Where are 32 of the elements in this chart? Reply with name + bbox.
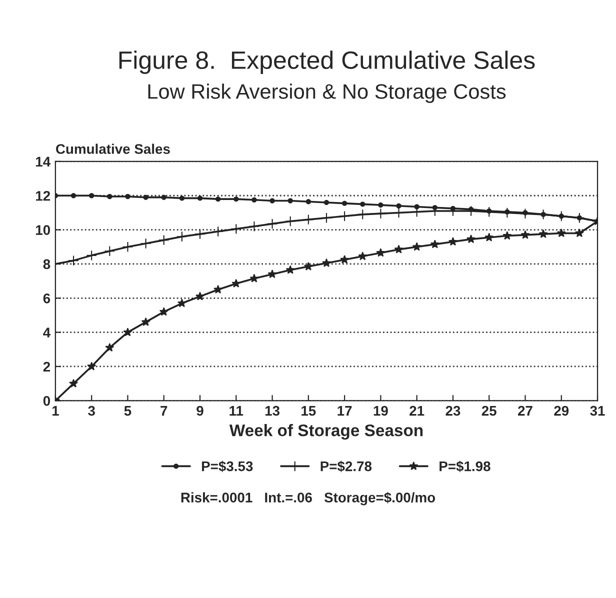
x-tick-label: 5 (124, 406, 132, 416)
x-tick-label: 13 (265, 406, 280, 416)
x-tick-label: 11 (230, 406, 244, 416)
legend-label: P=$3.53 (202, 460, 253, 472)
x-tick-label: 27 (518, 406, 532, 416)
x-tick-label: 7 (160, 406, 168, 416)
y-tick-label: 14 (36, 156, 51, 166)
x-tick-label: 29 (554, 406, 569, 416)
x-tick-label: 15 (302, 406, 316, 416)
x-tick-label: 21 (410, 406, 424, 416)
y-tick-label: 2 (43, 362, 50, 372)
text: Risk=.0001 Int.=.06 Storage=$.00/mo (181, 492, 436, 506)
y-tick-label: 6 (43, 293, 50, 304)
y-axis-title: Cumulative Sales (56, 144, 170, 154)
x-tick-label: 19 (374, 406, 388, 416)
x-tick-label: 3 (88, 406, 95, 416)
x-tick-label: 1 (52, 406, 59, 416)
y-tick-label: 8 (43, 259, 50, 270)
x-axis-title: Week of Storage Season (229, 424, 423, 440)
y-tick-label: 10 (36, 225, 50, 235)
x-tick-label: 31 (590, 406, 605, 416)
y-tick-label: 0 (43, 396, 50, 406)
chart-subtitle: Low Risk Aversion & No Storage Costs (148, 84, 506, 103)
legend-label: P=$1.98 (440, 460, 490, 472)
x-tick-label: 23 (446, 406, 460, 416)
legend-label: P=$2.78 (320, 460, 372, 472)
x-tick-label: 25 (482, 406, 496, 416)
y-tick-label: 4 (43, 328, 51, 338)
y-tick-label: 12 (36, 190, 50, 201)
x-tick-label: 17 (338, 406, 352, 416)
x-tick-label: 9 (196, 406, 204, 416)
chart-title: Figure 8. Expected Cumulative Sales (119, 50, 535, 74)
